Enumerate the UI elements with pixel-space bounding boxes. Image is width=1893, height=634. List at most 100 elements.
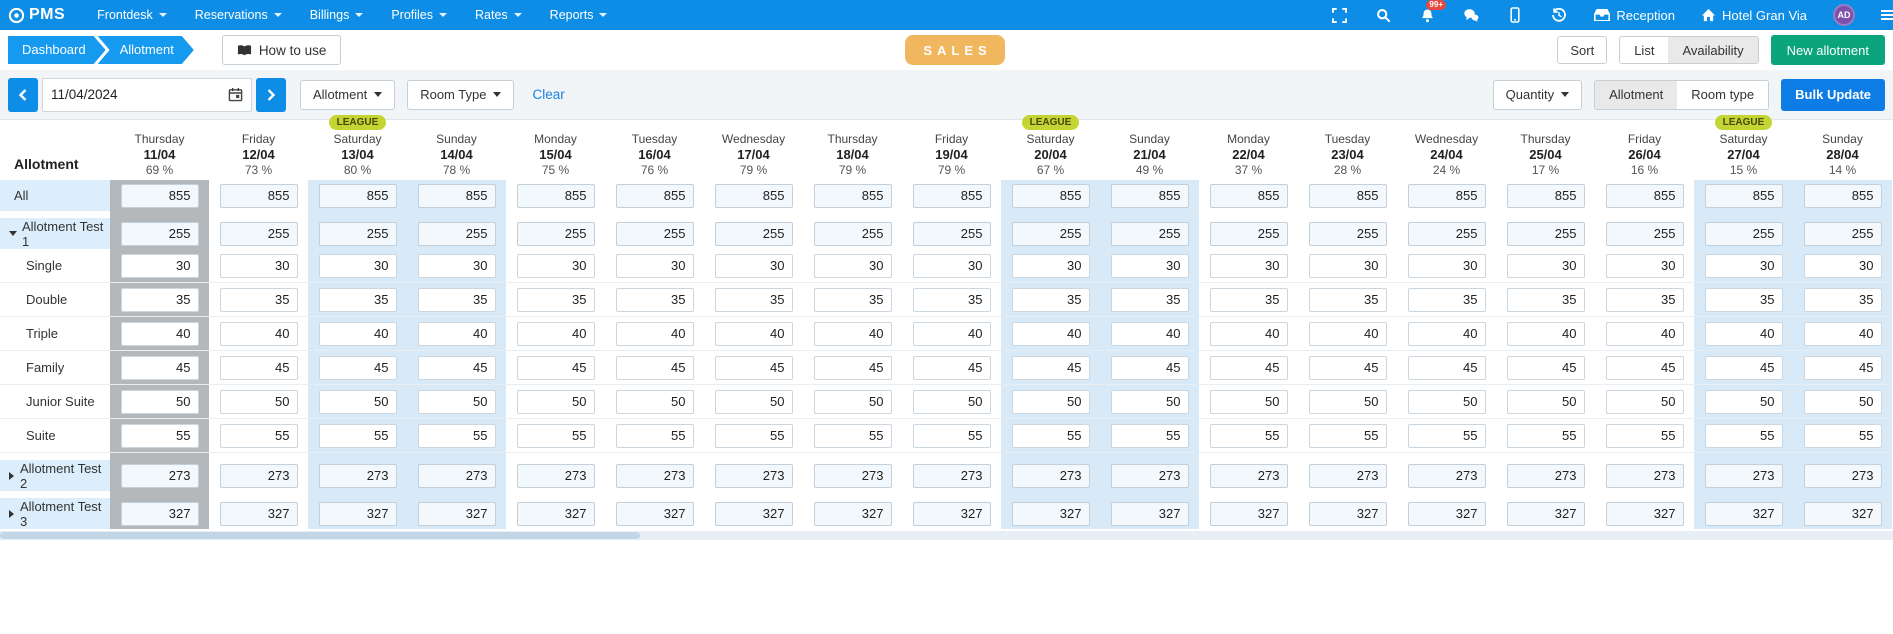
scrollbar-thumb[interactable]	[0, 532, 640, 539]
mobile-device-icon[interactable]	[1506, 6, 1524, 24]
allotment-cell-input[interactable]	[1110, 389, 1189, 414]
allotment-cell-input[interactable]	[912, 423, 991, 448]
allotment-cell-input[interactable]	[1605, 321, 1684, 346]
nav-menu-frontdesk[interactable]: Frontdesk	[83, 0, 181, 30]
allotment-cell-input[interactable]	[417, 221, 496, 246]
allotment-cell-input[interactable]	[1308, 463, 1387, 488]
allotment-cell-input[interactable]	[516, 463, 595, 488]
allotment-cell-input[interactable]	[1407, 183, 1486, 208]
allotment-cell-input[interactable]	[417, 287, 496, 312]
allotment-cell-input[interactable]	[318, 501, 397, 526]
allotment-cell-input[interactable]	[1506, 183, 1585, 208]
allotment-cell-input[interactable]	[1506, 321, 1585, 346]
allotment-cell-input[interactable]	[219, 287, 298, 312]
allotment-cell-input[interactable]	[615, 221, 694, 246]
notifications-bell-icon[interactable]: 99+	[1418, 0, 1446, 24]
allotment-cell-input[interactable]	[615, 287, 694, 312]
allotment-cell-input[interactable]	[1308, 389, 1387, 414]
allotment-cell-input[interactable]	[417, 355, 496, 380]
allotment-cell-input[interactable]	[1605, 183, 1684, 208]
allotment-cell-input[interactable]	[1605, 287, 1684, 312]
allotment-cell-input[interactable]	[1803, 221, 1882, 246]
allotment-cell-input[interactable]	[1506, 355, 1585, 380]
allotment-cell-input[interactable]	[1011, 183, 1090, 208]
allotment-cell-input[interactable]	[1407, 389, 1486, 414]
allotment-cell-input[interactable]	[813, 389, 892, 414]
reception-selector[interactable]: Reception	[1594, 8, 1675, 23]
allotment-cell-input[interactable]	[1209, 253, 1288, 278]
allotment-cell-input[interactable]	[1506, 287, 1585, 312]
prev-date-button[interactable]	[8, 77, 38, 112]
date-input[interactable]	[51, 87, 228, 102]
nav-menu-reports[interactable]: Reports	[536, 0, 622, 30]
allotment-cell-input[interactable]	[813, 355, 892, 380]
allotment-cell-input[interactable]	[417, 501, 496, 526]
allotment-cell-input[interactable]	[1011, 221, 1090, 246]
allotment-cell-input[interactable]	[516, 183, 595, 208]
allotment-cell-input[interactable]	[516, 389, 595, 414]
allotment-cell-input[interactable]	[1605, 221, 1684, 246]
row-label-allotment-test-2[interactable]: Allotment Test 2	[0, 460, 110, 491]
availability-tab[interactable]: Availability	[1668, 37, 1758, 63]
allotment-cell-input[interactable]	[1803, 287, 1882, 312]
allotment-cell-input[interactable]	[417, 183, 496, 208]
allotment-cell-input[interactable]	[1506, 501, 1585, 526]
calendar-icon[interactable]	[228, 87, 243, 102]
allotment-cell-input[interactable]	[813, 183, 892, 208]
allotment-cell-input[interactable]	[615, 463, 694, 488]
fullscreen-icon[interactable]	[1330, 6, 1348, 24]
allotment-cell-input[interactable]	[1506, 253, 1585, 278]
allotment-cell-input[interactable]	[1209, 463, 1288, 488]
user-avatar[interactable]: AD	[1833, 4, 1855, 26]
allotment-cell-input[interactable]	[1110, 287, 1189, 312]
allotment-cell-input[interactable]	[219, 423, 298, 448]
allotment-cell-input[interactable]	[813, 253, 892, 278]
allotment-cell-input[interactable]	[120, 463, 199, 488]
allotment-cell-input[interactable]	[1308, 423, 1387, 448]
allotment-cell-input[interactable]	[1803, 389, 1882, 414]
allotment-cell-input[interactable]	[813, 287, 892, 312]
hotel-selector[interactable]: Hotel Gran Via	[1701, 8, 1807, 23]
allotment-cell-input[interactable]	[1209, 221, 1288, 246]
allotment-cell-input[interactable]	[120, 423, 199, 448]
allotment-cell-input[interactable]	[417, 253, 496, 278]
allotment-cell-input[interactable]	[1605, 253, 1684, 278]
allotment-cell-input[interactable]	[1407, 321, 1486, 346]
allotment-cell-input[interactable]	[318, 423, 397, 448]
allotment-cell-input[interactable]	[1803, 423, 1882, 448]
allotment-cell-input[interactable]	[1704, 389, 1783, 414]
allotment-cell-input[interactable]	[1110, 501, 1189, 526]
allotment-cell-input[interactable]	[1704, 423, 1783, 448]
chat-icon[interactable]	[1462, 6, 1480, 24]
allotment-cell-input[interactable]	[1209, 389, 1288, 414]
allotment-cell-input[interactable]	[1011, 501, 1090, 526]
allotment-cell-input[interactable]	[1110, 463, 1189, 488]
allotment-cell-input[interactable]	[318, 463, 397, 488]
allotment-cell-input[interactable]	[714, 183, 793, 208]
allotment-cell-input[interactable]	[1110, 221, 1189, 246]
allotment-cell-input[interactable]	[120, 501, 199, 526]
allotment-cell-input[interactable]	[1308, 355, 1387, 380]
allotment-cell-input[interactable]	[714, 287, 793, 312]
allotment-cell-input[interactable]	[318, 221, 397, 246]
allotment-cell-input[interactable]	[1110, 321, 1189, 346]
clear-filters-link[interactable]: Clear	[532, 87, 565, 102]
nav-menu-reservations[interactable]: Reservations	[181, 0, 296, 30]
allotment-cell-input[interactable]	[615, 355, 694, 380]
allotment-cell-input[interactable]	[1209, 287, 1288, 312]
allotment-cell-input[interactable]	[813, 463, 892, 488]
allotment-cell-input[interactable]	[1209, 355, 1288, 380]
nav-menu-billings[interactable]: Billings	[296, 0, 378, 30]
bulk-update-button[interactable]: Bulk Update	[1781, 78, 1885, 111]
sort-button[interactable]: Sort	[1557, 36, 1608, 64]
allotment-cell-input[interactable]	[1110, 355, 1189, 380]
allotment-cell-input[interactable]	[1605, 501, 1684, 526]
search-icon[interactable]	[1374, 6, 1392, 24]
allotment-filter-dropdown[interactable]: Allotment	[300, 79, 396, 110]
allotment-cell-input[interactable]	[1011, 321, 1090, 346]
allotment-cell-input[interactable]	[912, 253, 991, 278]
allotment-cell-input[interactable]	[120, 253, 199, 278]
allotment-cell-input[interactable]	[1308, 183, 1387, 208]
allotment-cell-input[interactable]	[516, 321, 595, 346]
horizontal-scrollbar[interactable]	[0, 531, 1893, 540]
